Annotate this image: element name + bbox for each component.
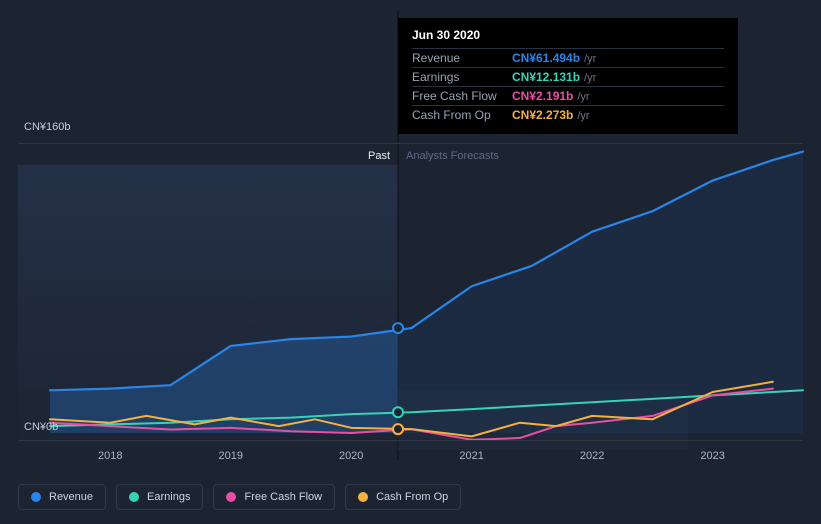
x-axis-tick: 2022 bbox=[580, 450, 604, 462]
x-axis-tick: 2023 bbox=[700, 450, 724, 462]
tooltip-row: Cash From OpCN¥2.273b/yr bbox=[412, 105, 724, 124]
legend-item[interactable]: Cash From Op bbox=[345, 484, 461, 510]
tooltip-row-value: CN¥2.273b bbox=[512, 108, 573, 122]
tooltip-row-unit: /yr bbox=[584, 72, 596, 84]
tooltip-row-label: Earnings bbox=[412, 70, 512, 84]
x-axis-tick: 2020 bbox=[339, 450, 363, 462]
x-axis-tick: 2018 bbox=[98, 450, 122, 462]
tooltip-row-label: Revenue bbox=[412, 51, 512, 65]
x-axis-tick: 2021 bbox=[459, 450, 483, 462]
past-label: Past bbox=[18, 144, 398, 167]
chart-tooltip: Jun 30 2020 RevenueCN¥61.494b/yrEarnings… bbox=[398, 18, 738, 134]
legend-item[interactable]: Revenue bbox=[18, 484, 106, 510]
legend-item-label: Cash From Op bbox=[376, 491, 448, 503]
y-axis-gridline-bottom bbox=[18, 440, 803, 441]
past-forecast-bar: Past Analysts Forecasts bbox=[18, 143, 803, 167]
legend-dot-icon bbox=[358, 492, 368, 502]
tooltip-row-unit: /yr bbox=[577, 110, 589, 122]
forecast-label: Analysts Forecasts bbox=[398, 144, 803, 167]
legend-item-label: Free Cash Flow bbox=[244, 491, 322, 503]
tooltip-row-value: CN¥12.131b bbox=[512, 70, 580, 84]
financials-chart: CN¥160b CN¥0b Past Analysts Forecasts 20… bbox=[0, 0, 821, 524]
x-axis: 2018 2019 2020 2021 2022 2023 bbox=[0, 450, 821, 468]
legend-item-label: Revenue bbox=[49, 491, 93, 503]
y-axis-label-top: CN¥160b bbox=[24, 121, 70, 133]
y-axis-label-bottom: CN¥0b bbox=[24, 421, 58, 433]
tooltip-row-unit: /yr bbox=[577, 91, 589, 103]
tooltip-row: RevenueCN¥61.494b/yr bbox=[412, 48, 724, 67]
tooltip-row: EarningsCN¥12.131b/yr bbox=[412, 67, 724, 86]
tooltip-row-value: CN¥2.191b bbox=[512, 89, 573, 103]
tooltip-row-label: Cash From Op bbox=[412, 108, 512, 122]
legend-item-label: Earnings bbox=[147, 491, 190, 503]
tooltip-row-label: Free Cash Flow bbox=[412, 89, 512, 103]
tooltip-row-unit: /yr bbox=[584, 53, 596, 65]
legend-dot-icon bbox=[129, 492, 139, 502]
tooltip-rows: RevenueCN¥61.494b/yrEarningsCN¥12.131b/y… bbox=[412, 48, 724, 124]
legend-item[interactable]: Earnings bbox=[116, 484, 203, 510]
legend-dot-icon bbox=[31, 492, 41, 502]
tooltip-row: Free Cash FlowCN¥2.191b/yr bbox=[412, 86, 724, 105]
legend-dot-icon bbox=[226, 492, 236, 502]
chart-legend: Revenue Earnings Free Cash Flow Cash From O… bbox=[18, 484, 461, 510]
legend-item[interactable]: Free Cash Flow bbox=[213, 484, 335, 510]
x-axis-tick: 2019 bbox=[218, 450, 242, 462]
tooltip-row-value: CN¥61.494b bbox=[512, 51, 580, 65]
tooltip-date: Jun 30 2020 bbox=[412, 28, 724, 46]
